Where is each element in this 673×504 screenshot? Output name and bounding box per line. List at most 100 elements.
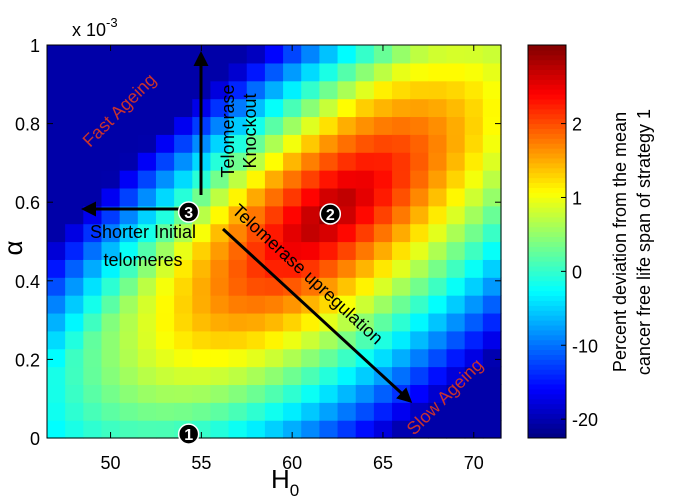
heatmap-cell — [446, 152, 466, 171]
heatmap-cell — [373, 205, 393, 225]
heatmap-cell — [228, 152, 248, 171]
heatmap-cell — [47, 187, 66, 207]
heatmap-cell — [192, 277, 212, 296]
heatmap-cell — [264, 98, 284, 118]
heatmap-cell — [428, 98, 448, 118]
heatmap-cell — [355, 330, 375, 350]
heatmap-cell — [137, 45, 157, 64]
heatmap-cell — [283, 45, 302, 64]
heatmap-cell — [65, 420, 84, 439]
heatmap-cell — [210, 223, 230, 243]
heatmap-cell — [392, 277, 411, 296]
heatmap-cell — [337, 312, 357, 332]
heatmap-cell — [283, 277, 302, 296]
heatmap-cell — [264, 277, 284, 296]
colorbar-segment — [528, 266, 566, 272]
heatmap-cell — [228, 62, 248, 82]
heatmap-cell — [192, 330, 212, 350]
heatmap-cell — [355, 62, 375, 82]
heatmap-cell — [210, 45, 230, 64]
heatmap-cell — [337, 277, 357, 296]
heatmap-cell — [482, 330, 502, 350]
heatmap-cell — [319, 330, 339, 350]
heatmap-cell — [428, 277, 448, 296]
heatmap-cell — [210, 116, 230, 135]
heatmap-cell — [482, 205, 502, 225]
heatmap-cell — [482, 152, 502, 171]
heatmap-cell — [264, 80, 284, 100]
heatmap-cell — [137, 420, 157, 439]
heatmap-cell — [83, 80, 103, 100]
colorbar-segment — [528, 84, 566, 90]
heatmap-cell — [482, 366, 502, 386]
heatmap-cell — [319, 259, 339, 278]
heatmap-cell — [337, 152, 357, 171]
colorbar-segment — [528, 187, 566, 193]
y-tick-label: 0.6 — [15, 193, 40, 213]
heatmap-cell — [119, 330, 139, 350]
heatmap-cell — [464, 420, 484, 439]
colorbar-tick-label: -20 — [572, 410, 598, 430]
heatmap-cell — [337, 205, 357, 225]
colorbar-segment — [528, 202, 566, 208]
heatmap-cell — [210, 348, 230, 368]
heatmap-cell — [446, 62, 466, 82]
heatmap-cell — [210, 259, 230, 278]
heatmap-cell — [446, 98, 466, 118]
colorbar-segment — [528, 261, 566, 267]
colorbar-segment — [528, 433, 566, 439]
heatmap-cell — [228, 312, 248, 332]
heatmap-cell — [210, 277, 230, 296]
colorbar-tick-label: 1 — [572, 188, 582, 208]
colorbar-segment — [528, 329, 566, 336]
heatmap-cell — [464, 187, 484, 207]
heatmap-cell — [482, 116, 502, 135]
colorbar-segment — [528, 334, 566, 341]
heatmap-cell — [301, 62, 320, 82]
heatmap-cell — [65, 80, 84, 100]
heatmap-cell — [137, 330, 157, 350]
heatmap-cell — [283, 80, 302, 100]
heatmap-cell — [482, 348, 502, 368]
heatmap-cell — [155, 187, 175, 207]
heatmap-cell — [319, 98, 339, 118]
colorbar-segment — [528, 79, 566, 85]
heatmap-cell — [446, 295, 466, 314]
heatmap-cell — [65, 62, 84, 82]
heatmap-cell — [101, 420, 121, 439]
heatmap-cell — [410, 205, 429, 225]
heatmap-cell — [174, 116, 193, 135]
heatmap-cell — [319, 384, 339, 403]
heatmap-cell — [119, 348, 139, 368]
heatmap-cell — [83, 384, 103, 403]
colorbar-segment — [528, 103, 566, 110]
heatmap-cell — [210, 205, 230, 225]
heatmap-cell — [355, 187, 375, 207]
heatmap-cell — [65, 116, 84, 135]
colorbar-segment — [528, 118, 566, 125]
heatmap-cell — [319, 402, 339, 421]
colorbar-segment — [528, 231, 566, 238]
heatmap-cell — [301, 348, 320, 368]
heatmap-cell — [192, 402, 212, 421]
colorbar-segment — [528, 216, 566, 223]
heatmap-cell — [174, 259, 193, 278]
heatmap-cell — [428, 384, 448, 403]
heatmap-cell — [47, 384, 66, 403]
heatmap-cell — [464, 295, 484, 314]
heatmap-cell — [210, 384, 230, 403]
heatmap-cell — [410, 187, 429, 207]
colorbar-segment — [528, 99, 566, 105]
heatmap-cell — [137, 402, 157, 421]
heatmap-cell — [101, 402, 121, 421]
heatmap-cell — [464, 152, 484, 171]
heatmap-cell — [464, 402, 484, 421]
heatmap-cell — [337, 80, 357, 100]
y-tick-label: 0 — [30, 429, 40, 449]
heatmap-cell — [65, 384, 84, 403]
heatmap-cell — [47, 259, 66, 278]
heatmap-cell — [119, 402, 139, 421]
heatmap-cell — [101, 62, 121, 82]
heatmap-cell — [228, 98, 248, 118]
colorbar-segment — [528, 369, 566, 375]
